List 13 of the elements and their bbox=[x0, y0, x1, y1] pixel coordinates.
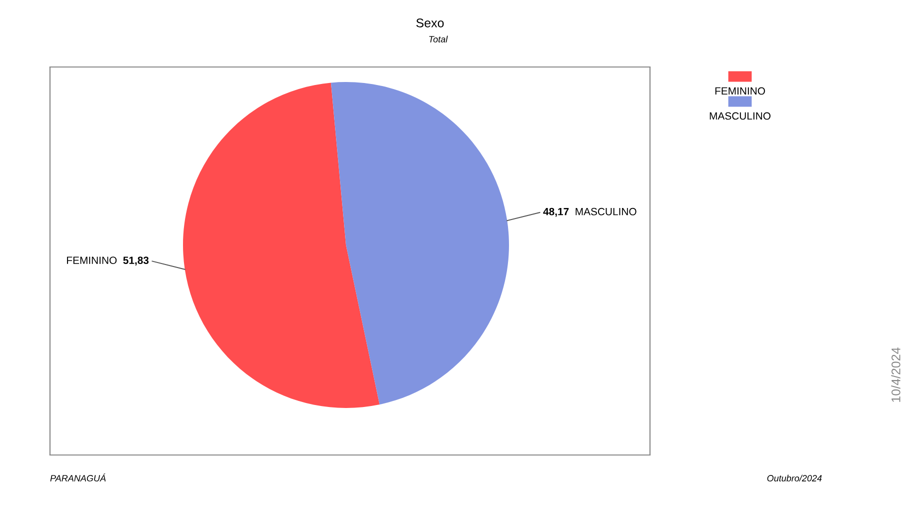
slice-label: FEMININO bbox=[67, 256, 117, 264]
legend-label: MASCULINO bbox=[710, 112, 770, 120]
data-label: 51,83 bbox=[123, 256, 149, 266]
text: PARANAGUÁ bbox=[50, 474, 106, 482]
pie-slice bbox=[183, 82, 380, 408]
data-label: 48,17 bbox=[543, 208, 569, 217]
chart-subtitle: Total bbox=[429, 36, 448, 42]
legend-label: FEMININO bbox=[715, 87, 765, 95]
text: Outubro/2024 bbox=[767, 474, 822, 482]
slice-label: MASCULINO bbox=[576, 208, 636, 216]
chart-title: Sexo bbox=[416, 18, 444, 28]
text: 10/4/2024 bbox=[891, 348, 900, 402]
pie-slice bbox=[330, 82, 509, 405]
